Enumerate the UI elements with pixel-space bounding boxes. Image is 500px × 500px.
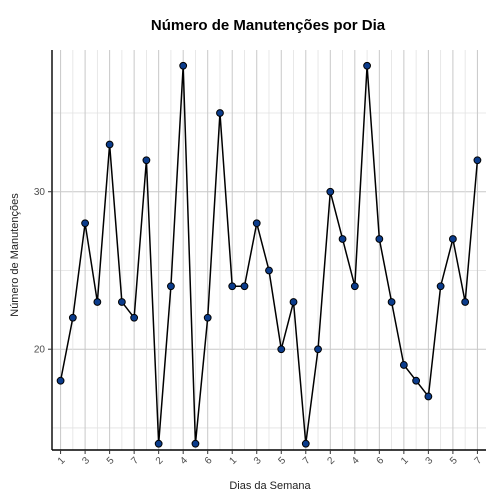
data-point xyxy=(167,282,175,291)
data-points xyxy=(56,61,482,448)
data-point xyxy=(179,61,188,70)
x-tick-label: 7 xyxy=(473,455,485,467)
data-point xyxy=(105,140,114,149)
x-tick-label: 1 xyxy=(56,455,68,467)
data-point xyxy=(412,376,421,385)
data-point xyxy=(228,282,237,291)
x-tick-label: 7 xyxy=(301,455,313,467)
data-point xyxy=(240,282,249,291)
data-point xyxy=(363,61,371,70)
chart-title: Número de Manutenções por Dia xyxy=(151,17,386,34)
data-point xyxy=(93,298,102,306)
x-tick-label: 5 xyxy=(105,455,117,467)
data-point xyxy=(326,187,335,196)
x-tick-label: 4 xyxy=(350,455,362,467)
x-axis-label: Dias da Semana xyxy=(229,480,311,492)
data-point xyxy=(399,361,408,369)
x-tick-label: 2 xyxy=(326,455,338,467)
data-point xyxy=(338,235,347,243)
axes xyxy=(51,50,486,451)
x-tick-label: 2 xyxy=(154,455,166,467)
data-point xyxy=(130,313,139,322)
y-tick-label: 30 xyxy=(34,187,46,198)
data-point xyxy=(203,313,212,322)
data-point xyxy=(301,439,310,448)
data-point xyxy=(424,392,433,401)
x-tick-label: 5 xyxy=(276,455,288,467)
data-point xyxy=(350,282,359,291)
data-point xyxy=(265,266,273,275)
data-point xyxy=(289,298,298,306)
data-point xyxy=(473,156,482,165)
data-point xyxy=(191,439,200,448)
x-tick-label: 3 xyxy=(252,455,264,467)
data-point xyxy=(314,345,322,354)
y-axis-label: Número de Manutenções xyxy=(9,193,21,317)
x-tick-label: 6 xyxy=(203,455,215,467)
x-tick-label: 1 xyxy=(399,455,411,467)
data-point xyxy=(68,313,77,322)
data-point xyxy=(375,235,384,243)
data-point xyxy=(216,109,224,117)
y-tick-label: 20 xyxy=(34,345,46,356)
data-point xyxy=(436,282,445,291)
x-tick-label: 3 xyxy=(424,455,436,467)
data-point xyxy=(81,219,90,228)
data-point xyxy=(117,298,126,306)
x-tick-label: 7 xyxy=(129,455,141,467)
data-point xyxy=(461,298,470,306)
data-point xyxy=(56,376,65,385)
grid xyxy=(52,50,486,450)
x-tick-label: 6 xyxy=(375,455,387,467)
x-tick-label: 5 xyxy=(448,455,460,467)
x-tick-label: 3 xyxy=(80,455,92,467)
data-point xyxy=(387,298,396,306)
data-point xyxy=(142,156,151,165)
data-point xyxy=(448,235,457,243)
data-point xyxy=(277,345,286,354)
data-point xyxy=(252,219,261,228)
x-tick-label: 1 xyxy=(227,455,239,467)
data-point xyxy=(154,439,163,448)
x-tick-label: 4 xyxy=(178,455,190,467)
